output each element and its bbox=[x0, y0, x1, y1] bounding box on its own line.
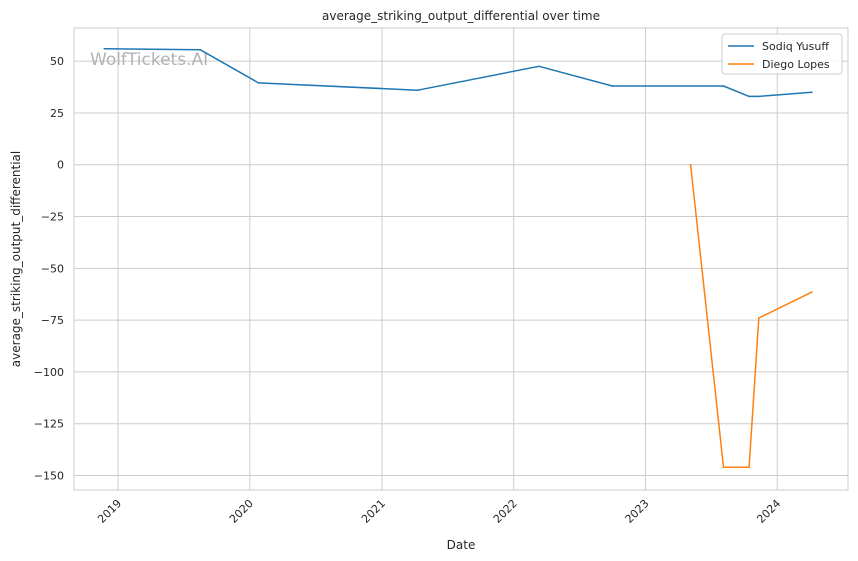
y-tick-label: −25 bbox=[41, 211, 64, 224]
data-point bbox=[199, 49, 202, 51]
plot-background bbox=[74, 28, 848, 490]
data-point bbox=[811, 91, 813, 93]
legend-label-diego-lopes: Diego Lopes bbox=[762, 58, 830, 71]
x-tick-label: 2019 bbox=[95, 497, 124, 526]
data-point bbox=[689, 163, 692, 166]
data-point bbox=[416, 89, 419, 91]
data-point bbox=[758, 317, 760, 319]
x-axis-title: Date bbox=[447, 538, 476, 552]
chart-title: average_striking_output_differential ove… bbox=[322, 9, 600, 23]
series-line-sodiq-yusuff bbox=[104, 47, 812, 98]
watermark: WolfTickets.AI bbox=[90, 50, 208, 70]
y-tick-label: −150 bbox=[34, 469, 64, 482]
legend: Sodiq Yusuff Diego Lopes bbox=[721, 33, 843, 75]
data-point bbox=[748, 466, 750, 469]
series-lines bbox=[103, 47, 813, 469]
grid-lines bbox=[74, 28, 848, 490]
legend-label-sodiq-yusuff: Sodiq Yusuff bbox=[762, 40, 829, 53]
x-tick-label: 2022 bbox=[491, 497, 520, 526]
plot-frame bbox=[73, 27, 849, 491]
y-tick-label: 50 bbox=[50, 55, 64, 68]
y-tick-label: 25 bbox=[50, 107, 64, 120]
data-point bbox=[758, 95, 760, 98]
x-tick-label: 2020 bbox=[227, 497, 256, 526]
x-tick-label: 2023 bbox=[623, 497, 652, 526]
data-point bbox=[722, 466, 725, 469]
y-tick-label: −75 bbox=[41, 314, 64, 327]
x-tick-label: 2024 bbox=[754, 497, 783, 526]
data-point bbox=[811, 291, 813, 293]
y-axis-title: average_striking_output_differential bbox=[9, 151, 23, 367]
data-point bbox=[748, 95, 750, 98]
data-point bbox=[611, 85, 614, 87]
y-tick-label: 0 bbox=[57, 159, 64, 172]
data-point bbox=[722, 85, 725, 87]
data-point bbox=[257, 82, 260, 84]
y-tick-label: −50 bbox=[41, 262, 64, 275]
x-tick-label: 2021 bbox=[359, 497, 388, 526]
y-tick-label: −125 bbox=[34, 418, 64, 431]
y-tick-label: −100 bbox=[34, 366, 64, 379]
data-point bbox=[538, 65, 540, 68]
data-point bbox=[103, 47, 106, 50]
